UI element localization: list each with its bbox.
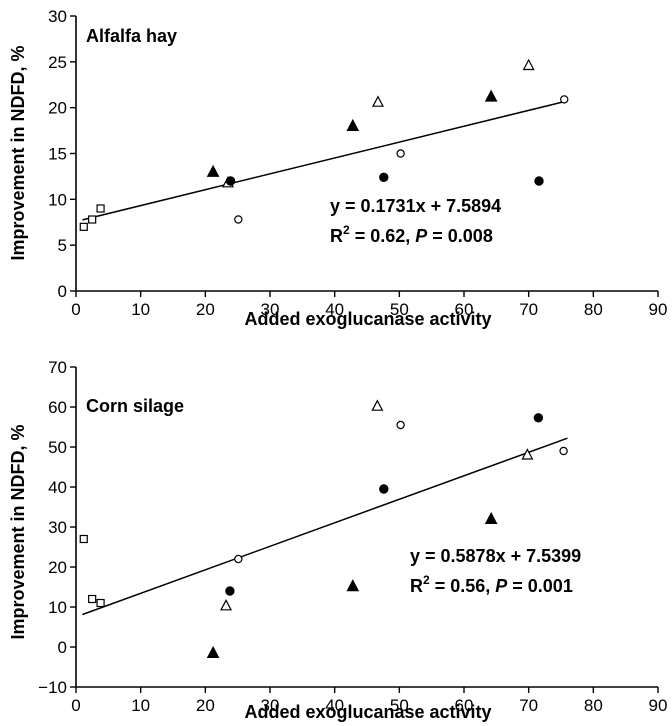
r2-superscript: 2: [423, 573, 430, 587]
data-point-filled-triangle: [484, 89, 498, 102]
x-tick-label: 70: [519, 300, 538, 319]
regression-line: [82, 437, 568, 616]
x-tick-label: 80: [584, 300, 603, 319]
p-value: = 0.008: [427, 226, 493, 246]
x-tick-label: 40: [325, 300, 344, 319]
data-point-filled-circle: [379, 484, 389, 494]
data-point-open-circle: [396, 149, 405, 158]
r2-superscript: 2: [343, 223, 350, 237]
x-tick-label: 50: [390, 300, 409, 319]
y-tick-label: 10: [48, 598, 67, 617]
x-tick-label: 0: [71, 696, 80, 715]
data-point-filled-triangle: [206, 645, 220, 658]
fit-equation: y = 0.1731x + 7.5894: [330, 196, 501, 216]
x-tick-label: 40: [325, 696, 344, 715]
x-tick-label: 60: [455, 300, 474, 319]
y-tick-label: 15: [48, 145, 67, 164]
x-tick-label: 10: [131, 696, 150, 715]
x-tick-label: 70: [519, 696, 538, 715]
fit-statistics: R2 = 0.56, P = 0.001: [410, 573, 573, 596]
y-axis-title: Improvement in NDFD, %: [8, 45, 28, 260]
data-point-filled-triangle: [346, 579, 360, 592]
data-point-filled-circle: [379, 172, 389, 183]
alfalfa-hay-panel: Improvement in NDFD, % Added exoglucanas…: [8, 7, 667, 329]
data-point-open-triangle: [371, 95, 384, 107]
data-point-filled-circle: [533, 413, 544, 423]
data-point-open-circle: [234, 215, 243, 224]
y-tick-label: 70: [48, 358, 67, 377]
r2-value: = 0.62,: [350, 226, 416, 246]
x-tick-label: 60: [455, 696, 474, 715]
y-axis-title: Improvement in NDFD, %: [8, 424, 28, 639]
data-point-open-square: [79, 222, 88, 231]
panel-label: Alfalfa hay: [86, 26, 177, 46]
regression-line: [82, 100, 568, 221]
p-label: P: [495, 576, 508, 596]
data-point-open-triangle: [521, 448, 534, 460]
data-point-open-circle: [560, 95, 569, 104]
data-point-open-circle: [396, 420, 405, 430]
data-point-filled-triangle: [484, 511, 498, 524]
x-tick-label: 50: [390, 696, 409, 715]
x-axis-title: Added exoglucanase activity: [244, 702, 491, 722]
y-tick-label: 20: [48, 99, 67, 118]
data-point-open-circle: [234, 554, 243, 564]
r2-prefix: R: [410, 576, 423, 596]
x-tick-label: 80: [584, 696, 603, 715]
y-tick-label: 50: [48, 438, 67, 457]
data-point-filled-circle: [225, 586, 235, 596]
x-tick-label: 90: [649, 300, 668, 319]
y-tick-label: 40: [48, 478, 67, 497]
data-point-open-square: [96, 598, 105, 608]
data-point-open-square: [96, 204, 105, 213]
data-point-filled-triangle: [206, 164, 220, 177]
data-point-filled-circle: [534, 176, 544, 186]
x-tick-label: 10: [131, 300, 150, 319]
y-tick-label: −10: [38, 678, 67, 697]
y-tick-label: 25: [48, 53, 67, 72]
x-tick-label: 90: [649, 696, 668, 715]
data-point-open-triangle: [371, 399, 384, 411]
x-tick-label: 20: [196, 696, 215, 715]
corn-silage-panel: Improvement in NDFD, % Added exoglucanas…: [8, 358, 667, 722]
y-tick-label: 30: [48, 7, 67, 26]
y-tick-label: 20: [48, 558, 67, 577]
y-tick-label: 5: [58, 236, 67, 255]
p-label: P: [415, 226, 428, 246]
panel-label: Corn silage: [86, 396, 184, 416]
y-tick-label: 10: [48, 190, 67, 209]
r2-value: = 0.56,: [430, 576, 496, 596]
p-value: = 0.001: [507, 576, 573, 596]
x-tick-label: 30: [261, 696, 280, 715]
y-tick-label: 0: [58, 638, 67, 657]
x-tick-label: 20: [196, 300, 215, 319]
data-point-open-triangle: [220, 599, 233, 611]
y-tick-label: 60: [48, 398, 67, 417]
data-point-open-square: [79, 534, 88, 544]
y-tick-label: 0: [58, 282, 67, 301]
x-tick-label: 0: [71, 300, 80, 319]
data-point-open-circle: [559, 446, 568, 456]
data-point-open-square: [88, 215, 97, 224]
fit-equation: y = 0.5878x + 7.5399: [410, 546, 581, 566]
data-point-open-triangle: [522, 58, 535, 71]
x-axis-title: Added exoglucanase activity: [244, 309, 491, 329]
data-point-filled-circle: [225, 176, 236, 186]
x-tick-label: 30: [261, 300, 280, 319]
data-point-open-square: [88, 594, 97, 604]
y-tick-label: 30: [48, 518, 67, 537]
fit-statistics: R2 = 0.62, P = 0.008: [330, 223, 493, 246]
data-point-filled-triangle: [346, 118, 360, 131]
r2-prefix: R: [330, 226, 343, 246]
